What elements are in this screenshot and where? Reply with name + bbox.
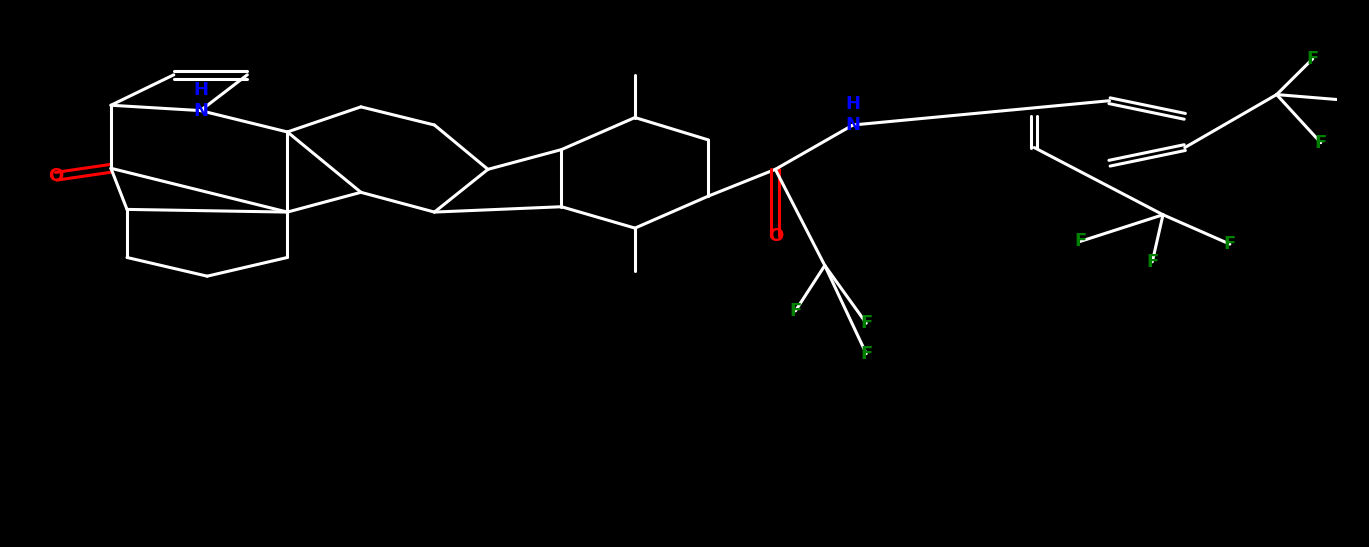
- Text: F: F: [1146, 253, 1158, 271]
- Text: F: F: [860, 314, 872, 332]
- Text: F: F: [1306, 50, 1318, 68]
- Text: H: H: [193, 81, 208, 99]
- Text: H: H: [846, 95, 860, 113]
- Text: N: N: [193, 102, 208, 120]
- Text: F: F: [1224, 235, 1236, 253]
- Text: F: F: [1314, 133, 1327, 152]
- Text: N: N: [846, 116, 860, 134]
- Text: O: O: [48, 167, 64, 185]
- Text: F: F: [790, 302, 801, 320]
- Text: F: F: [860, 345, 872, 363]
- Text: F: F: [1075, 232, 1086, 251]
- Text: O: O: [768, 227, 783, 245]
